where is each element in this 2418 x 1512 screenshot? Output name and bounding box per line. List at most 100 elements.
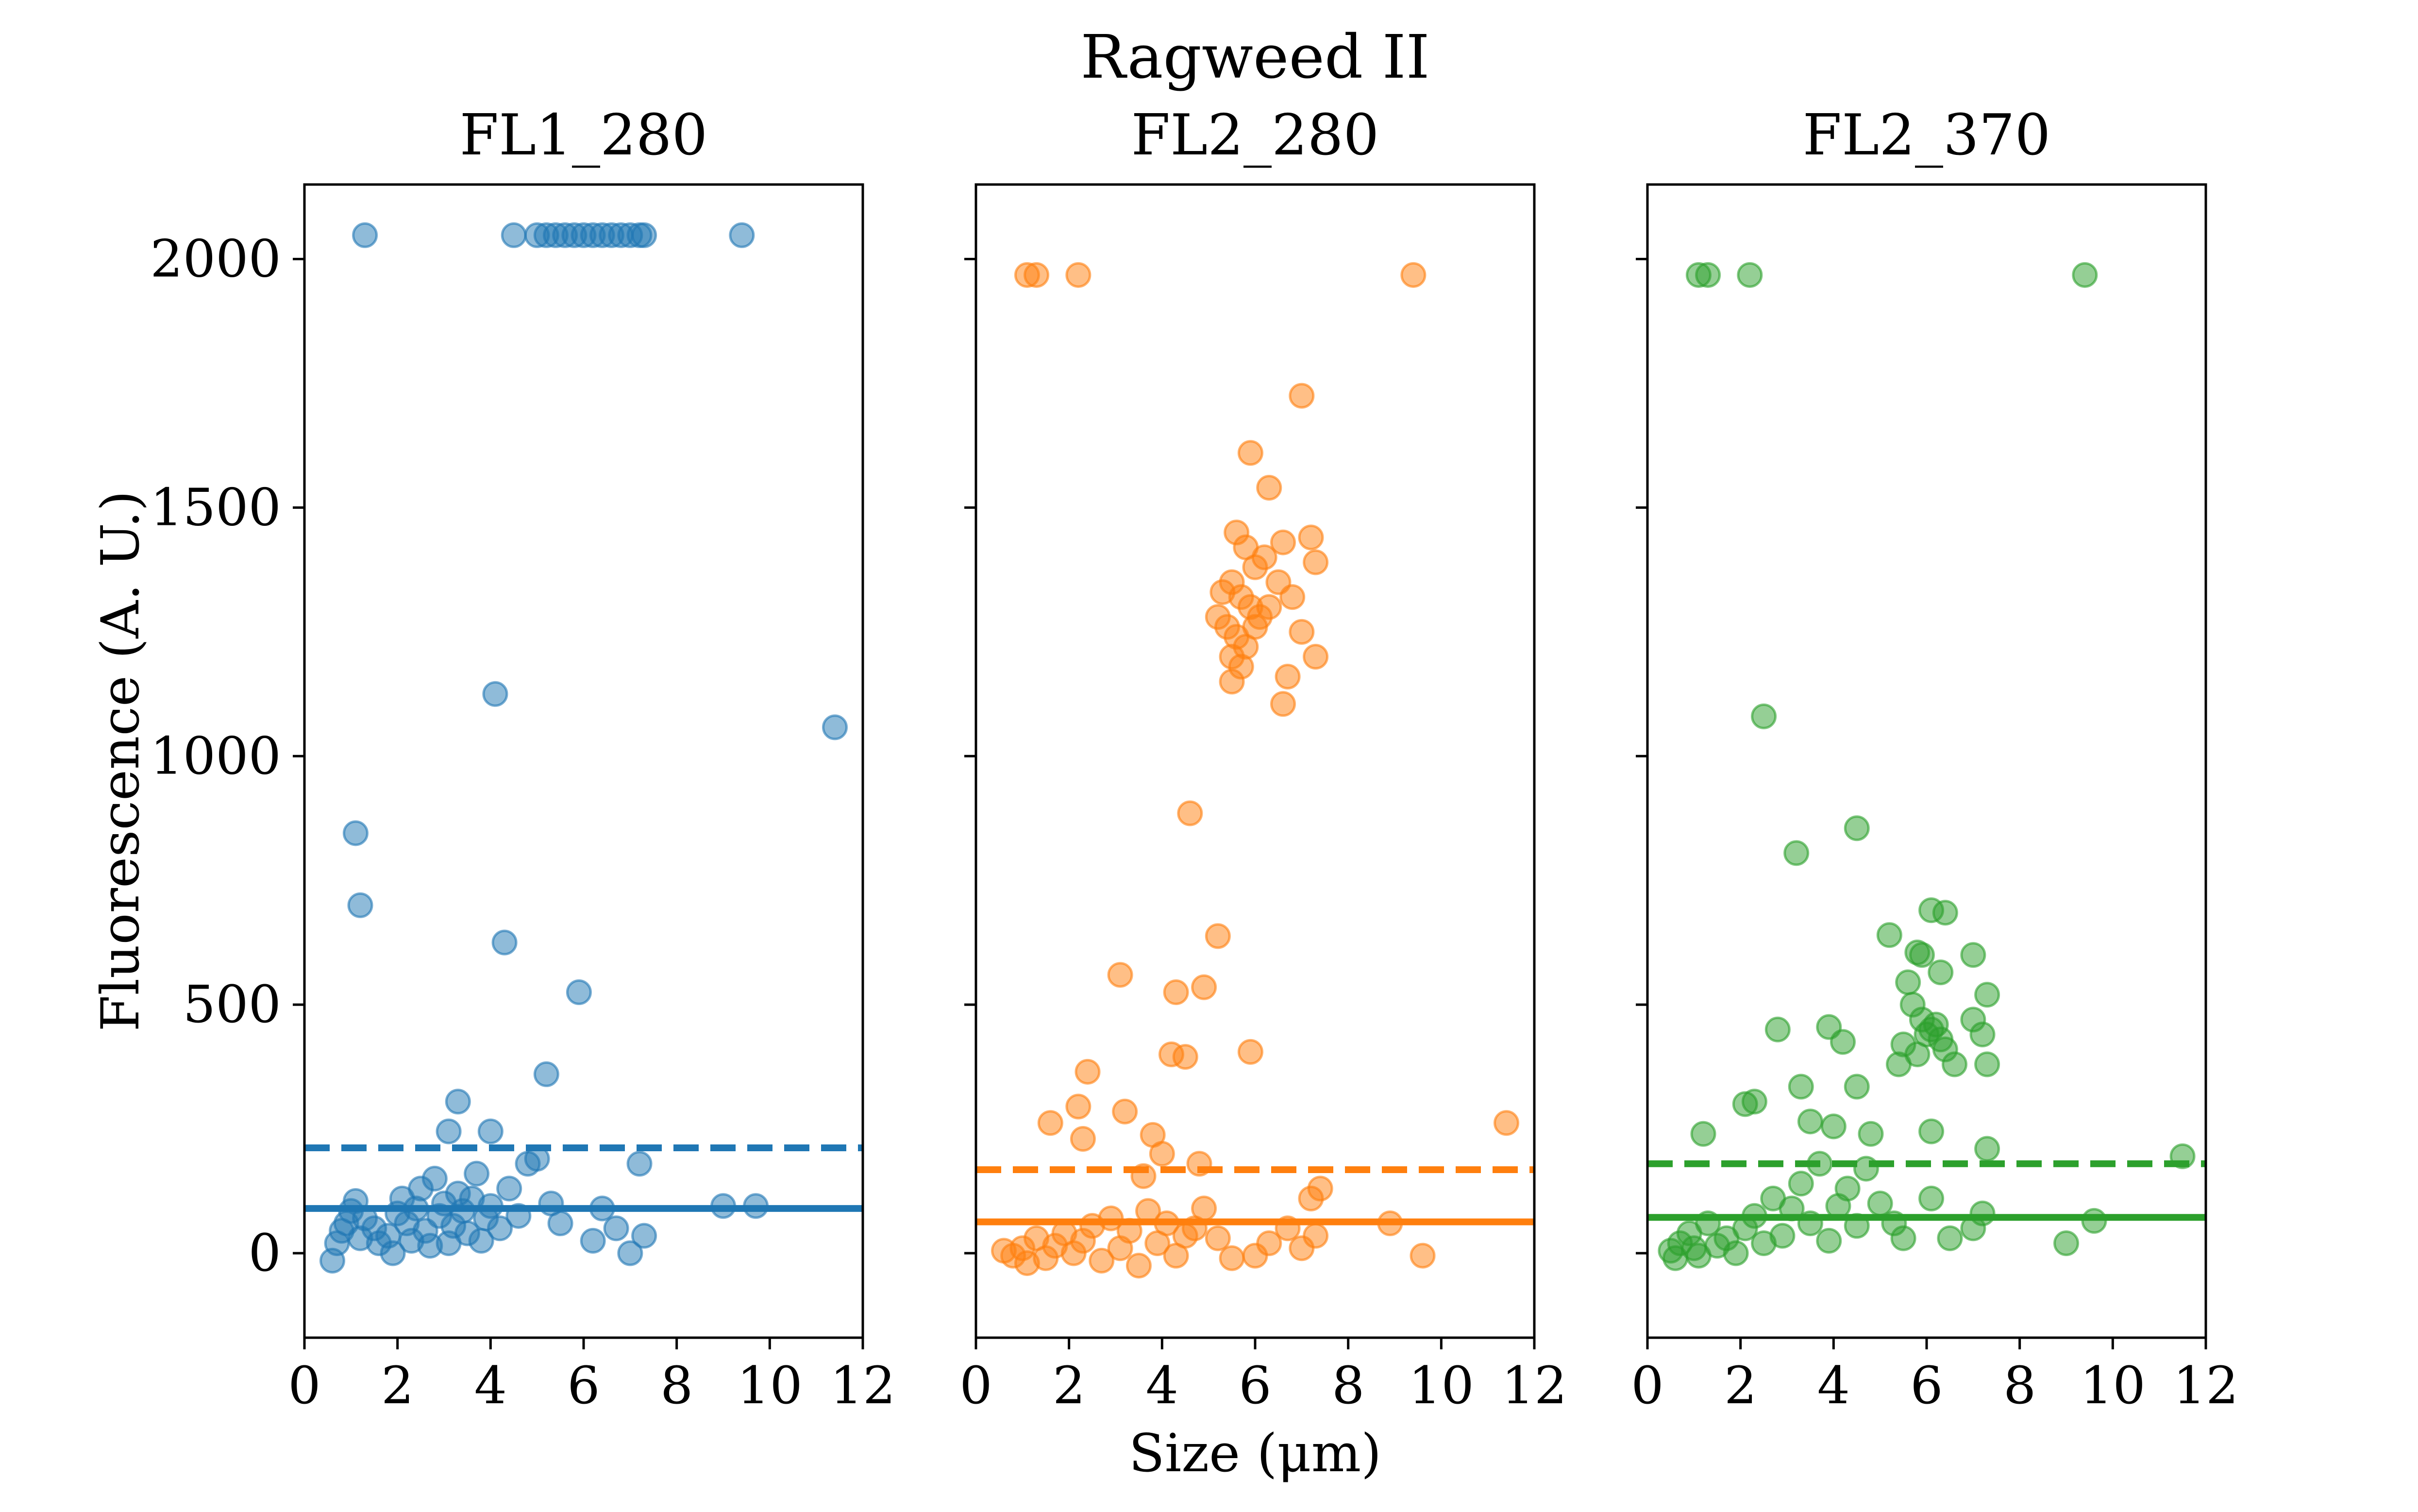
- data-point: [1788, 1074, 1814, 1100]
- data-point: [1928, 959, 1954, 986]
- data-point: [1303, 1223, 1329, 1249]
- data-point: [1089, 1247, 1115, 1274]
- data-point: [1256, 594, 1282, 620]
- data-point: [1107, 962, 1133, 988]
- data-point: [1844, 1074, 1870, 1100]
- data-point: [1177, 800, 1203, 826]
- data-point: [566, 979, 592, 1006]
- data-point: [1237, 440, 1263, 466]
- data-point: [1816, 1227, 1842, 1254]
- data-point: [1909, 942, 1935, 968]
- data-point: [1820, 1113, 1847, 1140]
- data-point: [1298, 1185, 1324, 1211]
- data-point: [2053, 1230, 2079, 1256]
- data-point: [1112, 1098, 1138, 1125]
- data-point: [347, 892, 373, 918]
- data-point: [1969, 1200, 1996, 1226]
- data-point: [1960, 942, 1986, 968]
- data-point: [380, 1240, 406, 1266]
- data-point: [1256, 474, 1282, 501]
- data-point: [1783, 840, 1810, 866]
- data-point: [1890, 1225, 1916, 1251]
- x-tick-label: 8: [2003, 1356, 2036, 1415]
- y-axis-label: Fluorescence (A. U.): [90, 490, 151, 1031]
- data-point: [1149, 1141, 1175, 1167]
- data-point: [1895, 969, 1921, 995]
- data-point: [1932, 900, 1958, 926]
- data-point: [1163, 979, 1189, 1006]
- data-point: [1974, 982, 2000, 1008]
- data-point: [1974, 1051, 2000, 1077]
- data-point: [1075, 1058, 1101, 1085]
- data-point: [1256, 1230, 1282, 1256]
- data-point: [1237, 1039, 1263, 1065]
- data-point: [626, 1151, 653, 1177]
- data-point: [487, 1215, 513, 1242]
- data-point: [1788, 1171, 1814, 1197]
- data-point: [1834, 1176, 1861, 1202]
- x-tick-label: 4: [1817, 1356, 1850, 1415]
- data-point: [496, 1176, 522, 1202]
- y-tick-label: 0: [249, 1223, 281, 1283]
- data-point: [580, 1227, 606, 1254]
- panel-frame: [303, 183, 864, 1339]
- data-point: [1410, 1243, 1436, 1269]
- data-point: [1844, 815, 1870, 841]
- data-point: [1732, 1091, 1758, 1117]
- data-point: [1886, 1051, 1912, 1077]
- data-point: [1303, 549, 1329, 575]
- data-point: [1764, 1016, 1791, 1042]
- data-point: [1289, 619, 1315, 645]
- data-point: [1270, 691, 1296, 717]
- x-tick-label: 2: [1053, 1356, 1085, 1415]
- data-point: [342, 820, 369, 846]
- data-point: [1494, 1110, 1519, 1136]
- plot-area: [976, 262, 1534, 1279]
- data-point: [603, 1215, 629, 1242]
- data-point: [1830, 1029, 1856, 1055]
- x-tick-label: 8: [660, 1356, 693, 1415]
- panel-title: FL2_280: [1131, 102, 1379, 168]
- panel-title: FL2_370: [1803, 102, 2051, 168]
- data-point: [1279, 584, 1306, 610]
- data-point: [1065, 1093, 1091, 1120]
- x-tick-label: 6: [1239, 1356, 1271, 1415]
- x-tick-label: 0: [1631, 1356, 1663, 1415]
- data-point: [1070, 1126, 1096, 1152]
- data-point: [1251, 544, 1277, 571]
- x-tick-label: 4: [474, 1356, 507, 1415]
- panel-2: FL2_280 0 2 4 6 8 10 12: [959, 102, 1567, 1415]
- data-point: [1974, 1136, 2000, 1162]
- data-point: [2081, 1208, 2107, 1234]
- y-tick-label: 1500: [150, 477, 281, 537]
- data-point: [477, 1118, 504, 1144]
- panel-frame: [974, 183, 1536, 1339]
- data-point: [445, 1089, 471, 1115]
- data-point: [1797, 1109, 1823, 1135]
- data-point: [1191, 1195, 1217, 1222]
- data-point: [1065, 262, 1091, 288]
- data-point: [617, 1240, 643, 1266]
- data-point: [1923, 1011, 1949, 1038]
- data-point: [501, 222, 527, 248]
- data-point: [729, 222, 755, 248]
- data-point: [1270, 529, 1296, 555]
- x-tick-label: 2: [1724, 1356, 1757, 1415]
- data-point: [1191, 974, 1217, 1000]
- data-point: [1723, 1240, 1749, 1266]
- x-tick-label: 0: [288, 1356, 320, 1415]
- x-tick-label: 0: [959, 1356, 992, 1415]
- data-point: [1937, 1225, 1963, 1251]
- panel-3: FL2_370 0 2 4 6 8 10 12: [1631, 102, 2238, 1415]
- data-point: [1942, 1051, 1967, 1077]
- data-point: [1400, 262, 1427, 288]
- data-point: [1695, 262, 1721, 288]
- data-point: [1690, 1121, 1716, 1147]
- data-point: [1918, 1118, 1945, 1144]
- data-point: [436, 1118, 462, 1144]
- data-point: [631, 222, 657, 248]
- data-point: [1918, 1185, 1945, 1211]
- data-point: [1858, 1121, 1884, 1147]
- data-point: [1289, 383, 1315, 409]
